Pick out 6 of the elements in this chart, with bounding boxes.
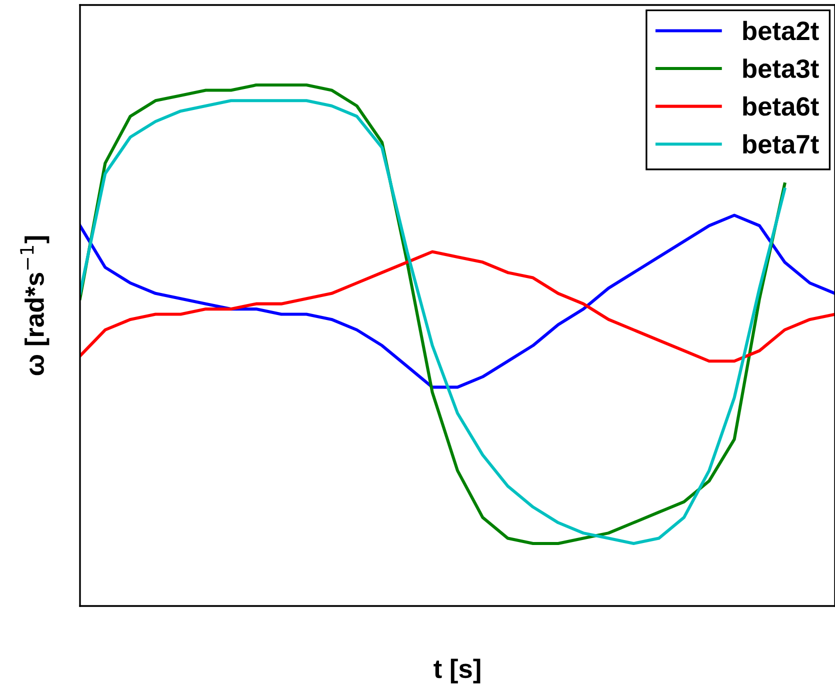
y-axis-title: ω [rad*s$^{−1}$]	[20, 236, 50, 376]
x-axis-title: t [s]	[434, 658, 480, 684]
legend-label: beta2t	[743, 20, 819, 40]
legend-label: beta7t	[743, 134, 819, 154]
legend-label: beta3t	[743, 58, 819, 78]
legend-label: beta6t	[743, 96, 819, 116]
